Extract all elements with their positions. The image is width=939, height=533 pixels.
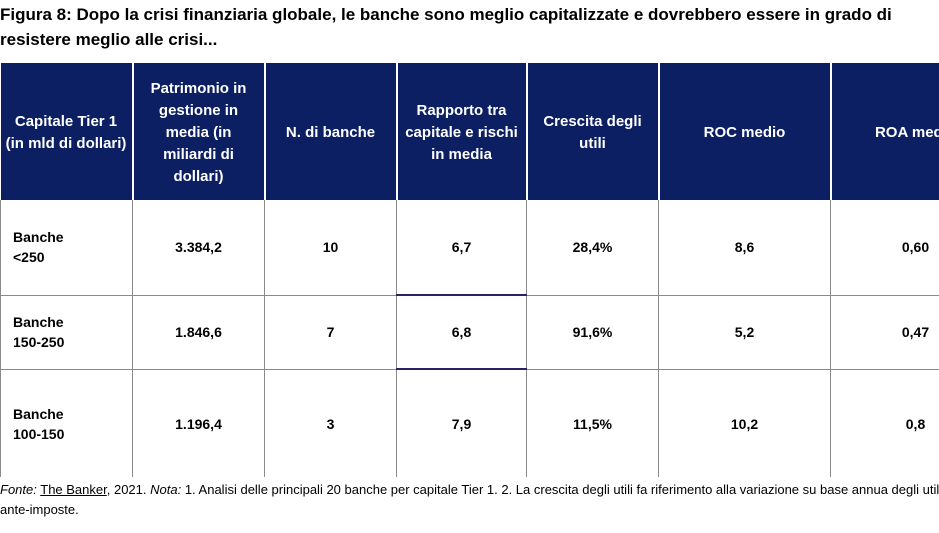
row-label-line2: 150-250 — [13, 334, 65, 350]
cell-n-banche: 10 — [264, 200, 397, 296]
cell-roc: 10,2 — [658, 369, 831, 477]
bank-capital-table: Capitale Tier 1 (in mld di dollari) Patr… — [0, 63, 939, 477]
row-label: Banche <250 — [0, 200, 133, 296]
table-row: Banche <250 3.384,2 10 6,7 28,4% 8,6 0,6… — [0, 200, 939, 296]
cell-patrimonio: 3.384,2 — [132, 200, 265, 296]
cell-crescita: 91,6% — [526, 295, 659, 370]
cell-roa: 0,8 — [830, 369, 939, 477]
table-row: Banche 150-250 1.846,6 7 6,8 91,6% 5,2 0… — [0, 294, 939, 370]
cell-patrimonio: 1.846,6 — [132, 295, 265, 370]
source-year: , 2021. — [106, 482, 151, 497]
note-label: Nota: — [150, 482, 182, 497]
col-header-rapporto: Rapporto tra capitale e rischi in media — [396, 63, 528, 200]
cell-rapporto: 7,9 — [396, 368, 527, 477]
col-header-crescita: Crescita degli utili — [526, 63, 660, 200]
cell-rapporto: 6,7 — [396, 200, 527, 296]
cell-n-banche: 7 — [264, 295, 397, 370]
row-label-line2: 100-150 — [13, 425, 65, 442]
col-header-roa: ROA medio — [830, 63, 939, 200]
table-header-row: Capitale Tier 1 (in mld di dollari) Patr… — [0, 63, 939, 200]
row-label-line2: <250 — [13, 249, 45, 266]
cell-crescita: 28,4% — [526, 200, 659, 296]
row-label-line1: Banche — [13, 405, 64, 422]
source-label: Fonte: — [0, 482, 37, 497]
col-header-roc: ROC medio — [658, 63, 832, 200]
col-header-n-banche: N. di banche — [264, 63, 398, 200]
source-note: Fonte: The Banker, 2021. Nota: 1. Analis… — [0, 480, 939, 520]
cell-patrimonio: 1.196,4 — [132, 369, 265, 477]
figure-title: Figura 8: Dopo la crisi finanziaria glob… — [0, 5, 892, 49]
col-header-patrimonio: Patrimonio in gestione in media (in mili… — [132, 63, 266, 200]
cell-crescita: 11,5% — [526, 369, 659, 477]
note-text: 1. Analisi delle principali 20 banche pe… — [0, 482, 939, 517]
source-link[interactable]: The Banker — [40, 482, 107, 497]
row-label: Banche 100-150 — [0, 369, 133, 477]
cell-roc: 8,6 — [658, 200, 831, 296]
cell-n-banche: 3 — [264, 369, 397, 477]
cell-roc: 5,2 — [658, 295, 831, 370]
row-label-line1: Banche — [13, 314, 64, 330]
cell-roa: 0,47 — [830, 295, 939, 370]
row-label-line1: Banche — [13, 229, 64, 246]
cell-roa: 0,60 — [830, 200, 939, 296]
table-row: Banche 100-150 1.196,4 3 7,9 11,5% 10,2 … — [0, 368, 939, 477]
row-label: Banche 150-250 — [0, 295, 133, 370]
cell-rapporto: 6,8 — [396, 294, 527, 370]
col-header-capitale: Capitale Tier 1 (in mld di dollari) — [0, 63, 134, 200]
data-table-container: Capitale Tier 1 (in mld di dollari) Patr… — [0, 63, 939, 477]
